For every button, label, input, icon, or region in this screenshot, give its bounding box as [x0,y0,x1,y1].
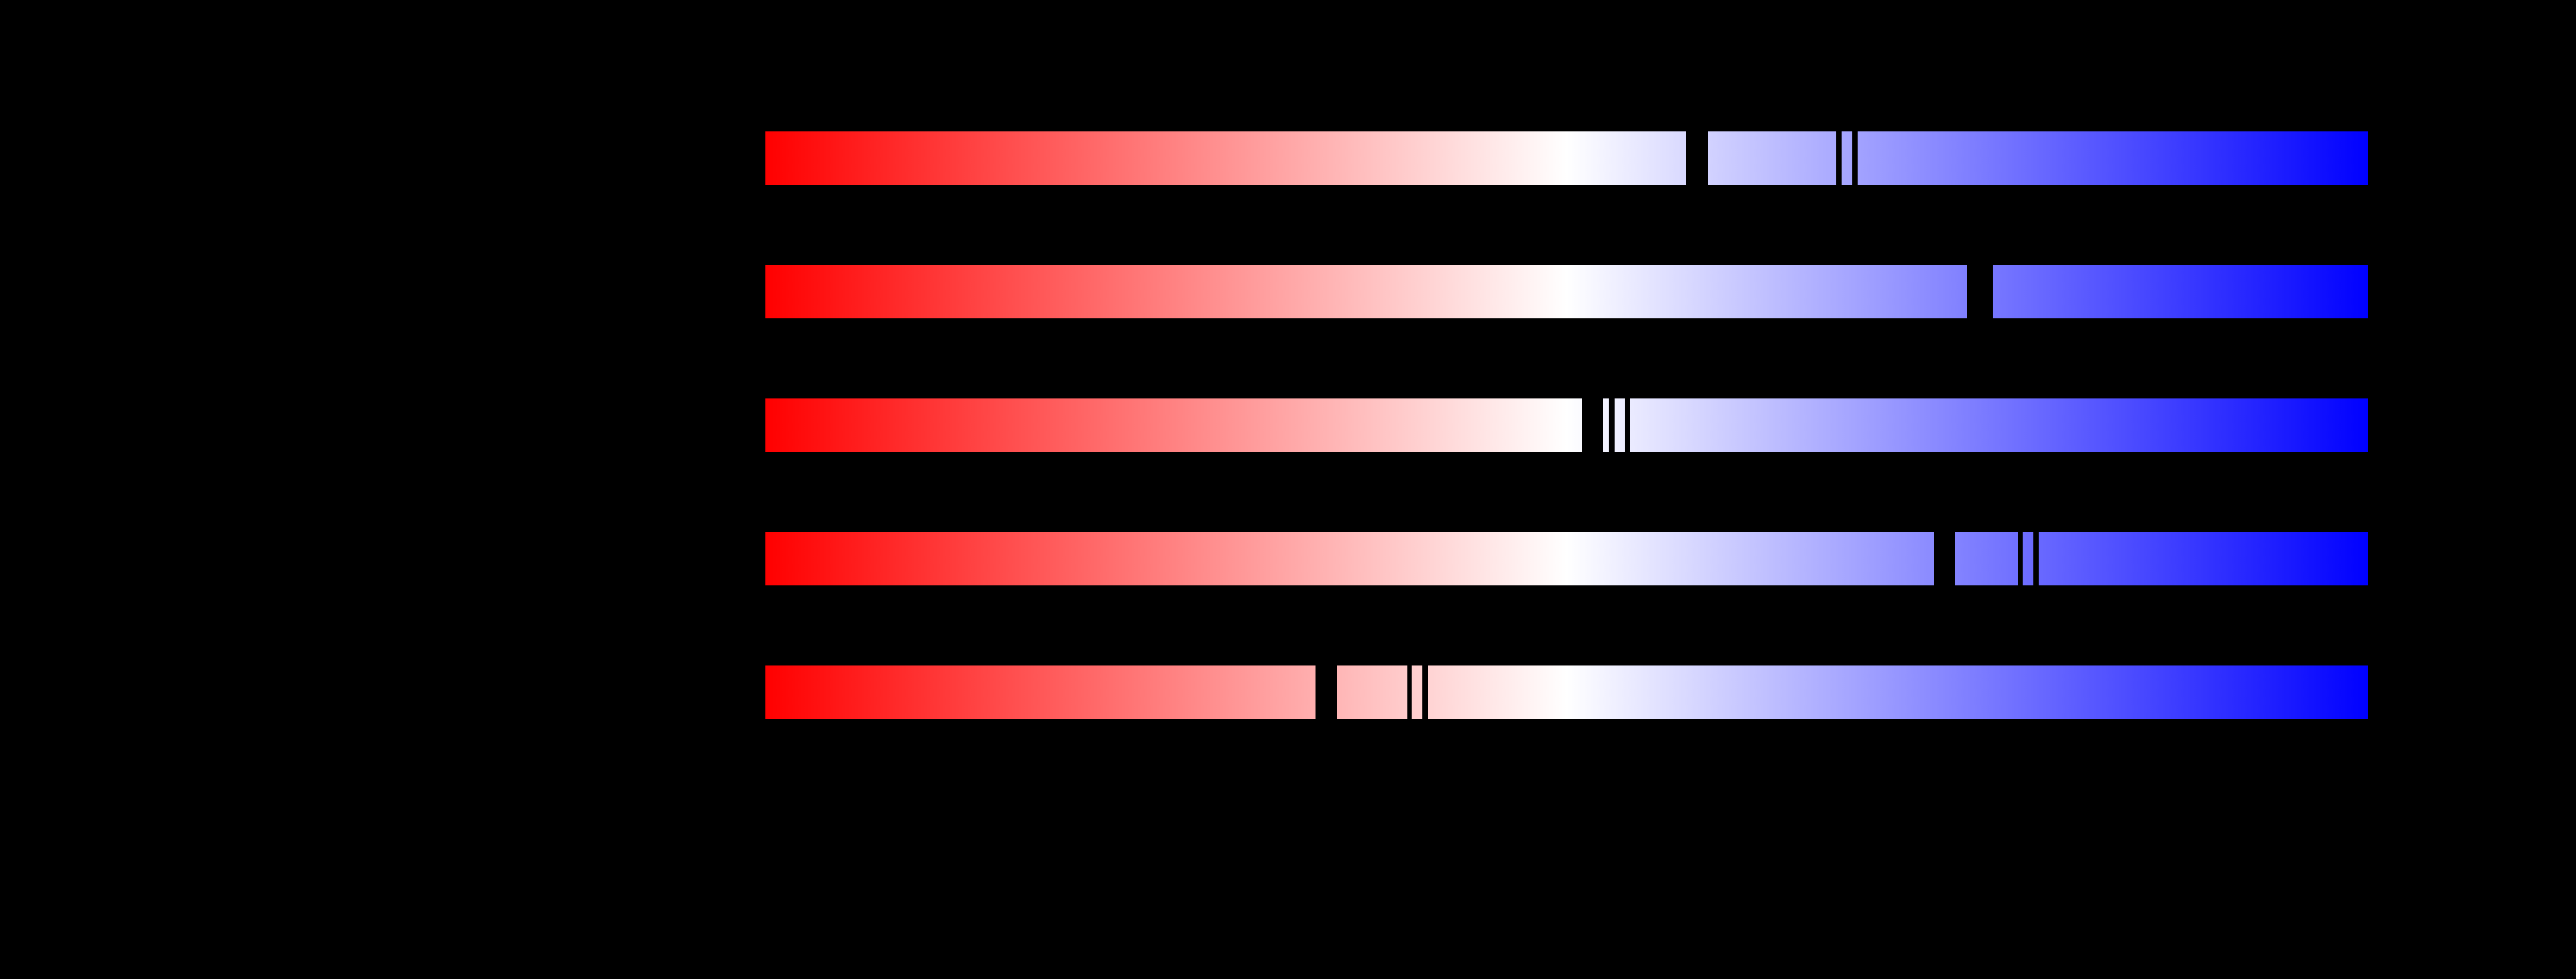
tick-marker-thin-5-3 [1422,665,1428,719]
gradient-bar-row-3 [765,398,2368,452]
tick-marker-thin-4-2 [2017,532,2023,585]
tick-marker-thin-1-3 [1852,131,1858,185]
gradient-bar-row-2 [765,265,2368,318]
tick-marker-thick-3-1 [1582,398,1603,452]
tick-marker-thin-4-3 [2033,532,2039,585]
gradient-bar-row-5 [765,665,2368,719]
tick-marker-thick-5-1 [1316,665,1337,719]
tick-marker-thin-3-3 [1624,398,1630,452]
tick-marker-thick-4-1 [1934,532,1955,585]
tick-marker-thick-2-1 [1967,265,1993,318]
gradient-bar-row-1 [765,131,2368,185]
gradient-bar-row-4 [765,532,2368,585]
tick-marker-thin-5-2 [1407,665,1412,719]
tick-marker-thick-1-1 [1686,131,1708,185]
tick-marker-thin-1-2 [1836,131,1842,185]
tick-marker-thin-3-2 [1609,398,1615,452]
